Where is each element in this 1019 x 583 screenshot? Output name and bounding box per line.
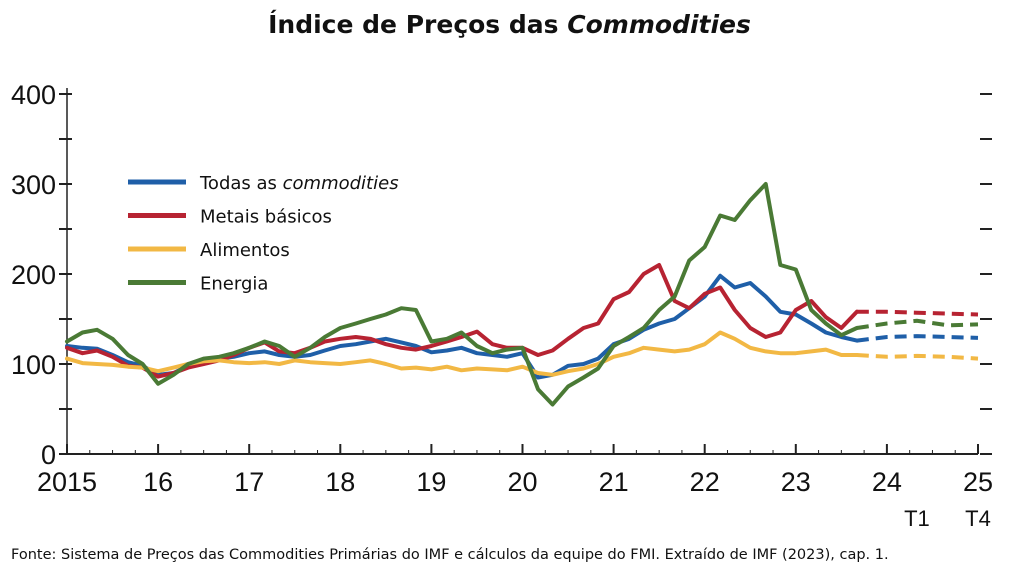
source-note: Fonte: Sistema de Preços das Commodities… (11, 547, 889, 563)
series-forecast-line-1 (856, 309, 979, 317)
series-line-3 (65, 182, 859, 407)
x-sub-label: T1 (904, 506, 930, 531)
legend-label: Energia (200, 274, 268, 295)
chart-title-main: Índice de Preços das (268, 10, 568, 39)
chart-title-italic: Commodities (567, 10, 751, 39)
legend-label: Alimentos (200, 240, 290, 261)
x-tick-label: 23 (781, 467, 811, 497)
x-tick-label: 17 (234, 467, 264, 497)
y-tick-label: 0 (41, 440, 56, 470)
legend-label: Metais básicos (200, 207, 332, 228)
x-tick-label: 18 (325, 467, 355, 497)
x-tick-label: 16 (143, 467, 173, 497)
x-tick-label: 25 (963, 467, 993, 497)
y-tick-label: 200 (11, 260, 56, 290)
series-forecast-line-2 (856, 353, 979, 361)
series-forecast-line-0 (856, 334, 979, 343)
x-tick-label: 21 (599, 467, 629, 497)
x-tick-label: 20 (507, 467, 537, 497)
x-tick-label: 2015 (37, 467, 97, 497)
y-tick-label: 100 (11, 350, 56, 380)
y-tick-label: 400 (11, 80, 56, 110)
x-tick-label: 19 (416, 467, 446, 497)
series-forecast-line-3 (856, 318, 979, 330)
legend-label-italic: commodities (283, 173, 399, 194)
legend-label: Todas as commodities (199, 173, 399, 194)
series-line-0 (65, 273, 859, 380)
series-line-1 (65, 263, 859, 379)
x-tick-label: 24 (872, 467, 902, 497)
x-sub-label: T4 (965, 506, 991, 531)
x-tick-label: 22 (690, 467, 720, 497)
chart-title: Índice de Preços das Commodities (0, 10, 1019, 39)
y-tick-label: 300 (11, 170, 56, 200)
